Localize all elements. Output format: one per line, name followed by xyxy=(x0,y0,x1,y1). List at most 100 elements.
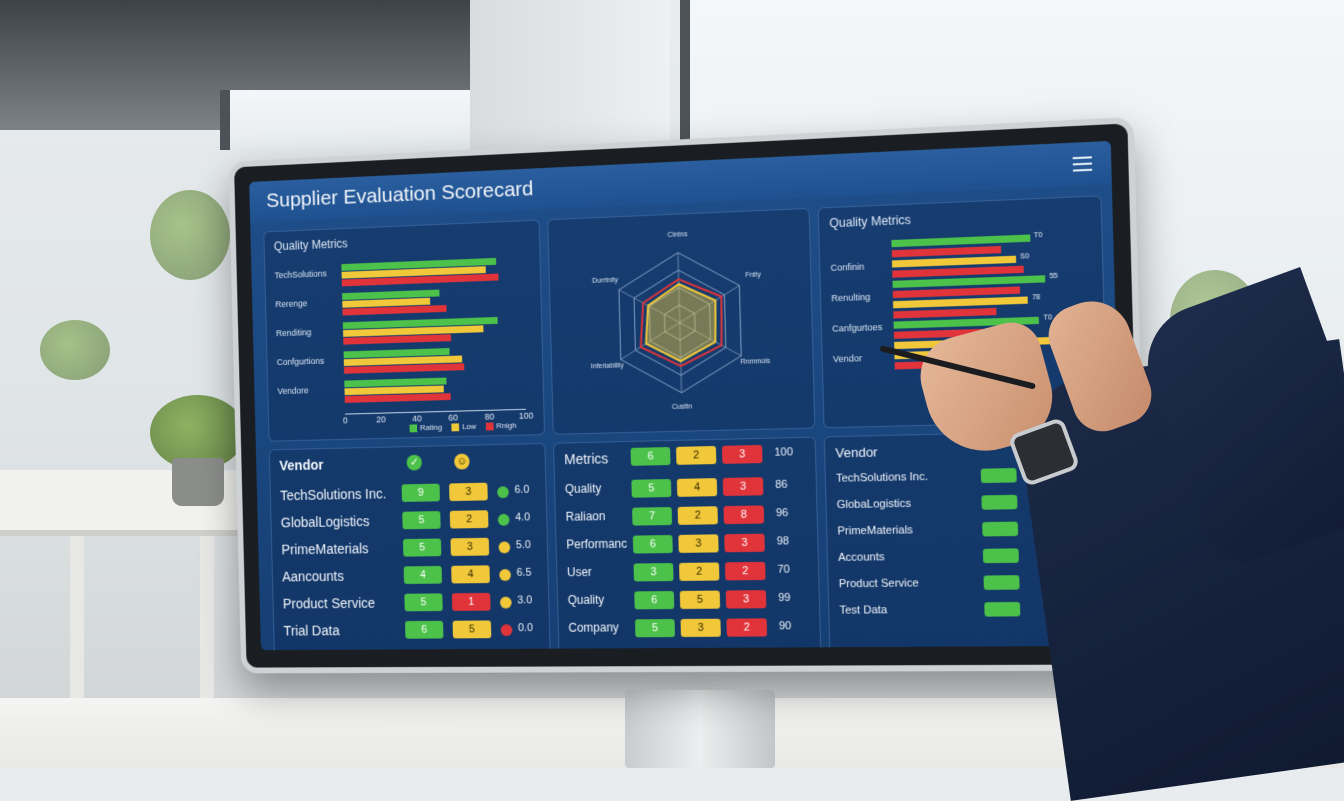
metrics-table-panel: Metrics 6 2 3 100 Quality 5 4 3 86 Raliaon 7 2 8 96 P… xyxy=(553,437,821,651)
rating-pill-green xyxy=(981,495,1017,510)
rating-pill-green xyxy=(984,575,1020,590)
bar xyxy=(893,286,1021,298)
legend-item: Rnigh xyxy=(486,421,517,431)
legend-item: Low xyxy=(451,422,476,431)
metric-name: Company xyxy=(568,620,619,634)
rating-pill-yellow: 5 xyxy=(680,591,720,609)
page-title: Supplier Evaluation Scorecard xyxy=(266,177,534,213)
rating-pill-green: 7 xyxy=(632,507,672,526)
tick-label: 100 xyxy=(519,411,534,421)
vendor-name: PrimeMaterials xyxy=(281,541,369,558)
score-value: 99 xyxy=(778,592,791,604)
desk-leg xyxy=(200,536,214,716)
rating-pill-red: 3 xyxy=(726,590,767,608)
value-label: 55 xyxy=(1049,273,1057,281)
bar xyxy=(892,246,1002,257)
metric-name: User xyxy=(567,565,592,579)
rating-pill-green xyxy=(984,602,1020,617)
category-label: Renditing xyxy=(276,326,341,338)
metric-name: Raliaon xyxy=(565,509,605,524)
rating-pill-green xyxy=(982,522,1018,537)
legend-swatch xyxy=(409,424,417,432)
value-label: 78 xyxy=(1032,294,1040,302)
vendor-name: PrimeMaterials xyxy=(837,524,913,537)
metric-name: Quality xyxy=(565,481,602,496)
vendor-name: Aancounts xyxy=(282,568,344,584)
status-dot xyxy=(499,569,511,581)
table-row: Aancounts 4 4 6.5 xyxy=(273,561,548,592)
quality-bar-chart: TechSolutions Rerenge Renditing Confgurtion… xyxy=(264,221,538,233)
legend-swatch xyxy=(451,423,459,431)
score-value: 90 xyxy=(779,620,792,632)
tick-label: 80 xyxy=(485,412,495,422)
rating-pill-yellow: 3 xyxy=(681,619,721,637)
table-row: Company 5 3 2 90 xyxy=(558,614,820,644)
tick-label: 0 xyxy=(343,415,348,425)
chart-legend: Rating Low Rnigh xyxy=(409,421,516,433)
rating-pill-green: 5 xyxy=(631,479,671,498)
rating-pill-yellow: 4 xyxy=(677,478,717,497)
rating-pill-green: 6 xyxy=(634,591,674,609)
table-row: Product Service 5 1 3.0 xyxy=(273,588,548,618)
radar-axis-label: Fntty xyxy=(745,271,761,279)
rating-pill-yellow: 4 xyxy=(451,565,490,583)
rating-pill-green: 4 xyxy=(404,566,442,584)
score-value: 0.0 xyxy=(518,622,533,634)
rating-pill-green: 6 xyxy=(633,535,673,554)
plant xyxy=(150,190,230,280)
vendor-rows: TechSolutions Inc. 9 3 6.0 GlobalLogistics 5 2… xyxy=(270,444,545,450)
rating-pill-red: 2 xyxy=(725,562,766,581)
rating-pill-yellow: 3 xyxy=(450,538,489,556)
score-value: 70 xyxy=(777,564,790,576)
bar xyxy=(892,275,1045,288)
rating-pill-yellow: 3 xyxy=(678,534,718,553)
rating-pill-green: 3 xyxy=(634,563,674,581)
category-label: TechSolutions xyxy=(274,268,339,280)
rating-pill-yellow: 3 xyxy=(449,483,488,501)
radar-axis-label: Custtn xyxy=(672,403,692,411)
score-value: 6.5 xyxy=(516,567,531,579)
table-row: PrimeMaterials 5 3 5.0 xyxy=(272,533,547,564)
table-row: GlobalLogistics 5 2 4.0 xyxy=(271,505,546,537)
rating-pill-red: 8 xyxy=(723,505,764,524)
radar-axis-label: Durrtnity xyxy=(592,277,619,285)
quality-bar-chart-2: Confinin Renulting Canfgurtoes Vendor T0 S0 55… xyxy=(819,196,1101,208)
rating-pill-yellow: 5 xyxy=(453,620,492,638)
rating-pill-green xyxy=(981,468,1017,483)
metrics-header-row: 6 2 3 100 xyxy=(554,438,815,444)
table-row: User 3 2 2 70 xyxy=(557,557,818,588)
rating-pill-green: 6 xyxy=(405,621,443,639)
vendor-name: TechSolutions Inc. xyxy=(836,471,928,485)
hamburger-menu-icon[interactable] xyxy=(1073,156,1093,171)
rating-pill-green: 5 xyxy=(635,619,675,637)
x-axis xyxy=(345,409,526,415)
plant xyxy=(40,320,110,380)
table-row: Raliaon 7 2 8 96 xyxy=(556,500,817,532)
rating-pill-green: 5 xyxy=(402,511,440,529)
value-label: S0 xyxy=(1020,253,1029,261)
bar xyxy=(893,296,1028,308)
header-pill: 6 xyxy=(631,447,671,466)
metric-name: Performanc xyxy=(566,537,627,552)
plant-pot xyxy=(172,458,224,506)
metrics-rows: Quality 5 4 3 86 Raliaon 7 2 8 96 Performanc 6 3 3 98 U… xyxy=(554,438,815,444)
legend-label: Rating xyxy=(420,423,442,432)
bar xyxy=(891,234,1030,247)
value-label: T0 xyxy=(1034,232,1043,240)
score-value: 98 xyxy=(777,535,790,547)
score-value: 5.0 xyxy=(516,539,531,551)
score-value: 96 xyxy=(776,507,789,519)
tick-label: 60 xyxy=(448,413,458,423)
desk-leg xyxy=(70,536,84,716)
score-value: 4.0 xyxy=(515,511,530,523)
rating-pill-red: 2 xyxy=(726,618,767,636)
rating-pill-yellow: 2 xyxy=(678,506,718,525)
vendor-header-2: Vendor xyxy=(835,444,878,460)
vendor-header: Vendor xyxy=(279,457,323,473)
quality-metrics-panel: Quality Metrics TechSolutions Rerenge Rend… xyxy=(263,220,545,442)
score-value: 6.0 xyxy=(514,484,529,496)
vendor-name: Accounts xyxy=(838,551,885,564)
rating-pill-red: 3 xyxy=(724,534,765,553)
rating-pill-yellow: 2 xyxy=(679,562,719,581)
rating-pill-green xyxy=(983,548,1019,563)
